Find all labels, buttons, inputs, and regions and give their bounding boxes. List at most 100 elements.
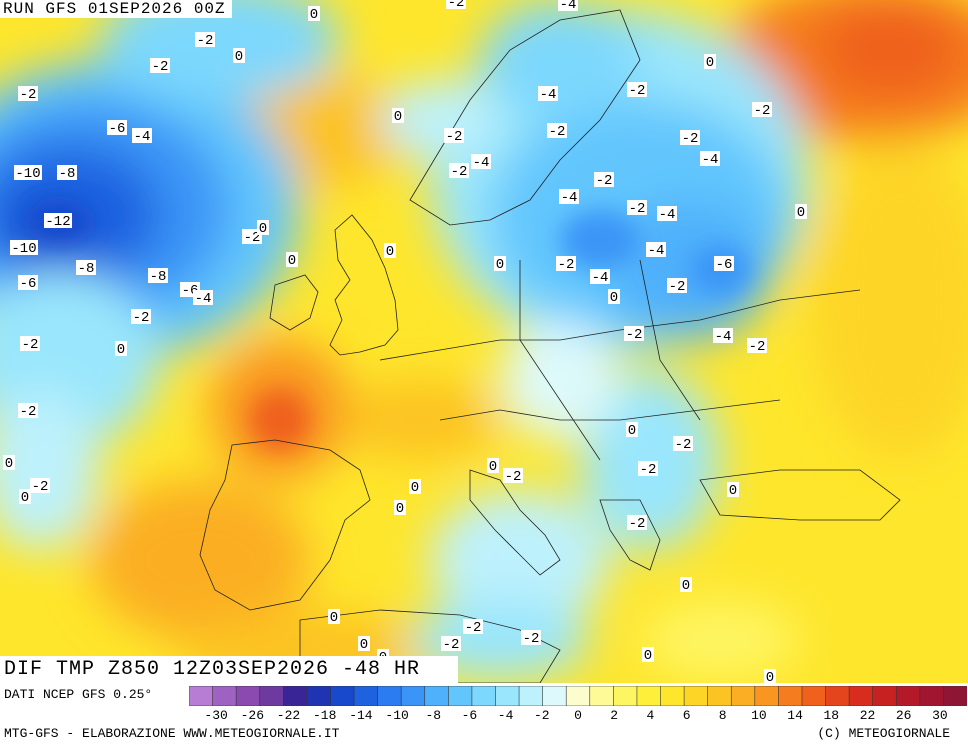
legend-swatch <box>801 686 827 706</box>
contour-label-box <box>700 151 720 166</box>
contour-label-box <box>627 515 647 530</box>
contour-label: 0 <box>411 480 419 496</box>
legend-swatch <box>778 686 803 706</box>
contour-label-box <box>19 489 31 504</box>
legend-swatch <box>259 686 285 706</box>
contour-label: 0 <box>706 55 714 71</box>
contour-label: -2 <box>523 631 540 647</box>
legend-swatch <box>306 686 332 706</box>
contour-label-box <box>409 479 421 494</box>
italy-outline <box>469 469 561 576</box>
contour-label-box <box>627 82 647 97</box>
contour-label: -8 <box>59 166 76 182</box>
contour-label: -4 <box>715 329 732 345</box>
contour-label-box <box>713 328 733 343</box>
contour-label: 0 <box>729 483 737 499</box>
legend-swatch <box>471 686 497 706</box>
contour-label-box <box>646 242 666 257</box>
contour-label-box <box>714 256 734 271</box>
contour-label: -2 <box>197 33 214 49</box>
contour-label-box <box>626 422 638 437</box>
contour-label: 0 <box>21 490 29 506</box>
legend-swatch <box>825 686 850 706</box>
contour-label-box <box>394 500 406 515</box>
contour-label-box <box>673 436 693 451</box>
legend-tick-label: 6 <box>682 708 691 723</box>
contour-label: 0 <box>117 342 125 358</box>
contour-label: -2 <box>640 462 657 478</box>
contour-label: -2 <box>669 279 686 295</box>
contour-label-box <box>594 172 614 187</box>
contour-label-box <box>115 341 127 356</box>
contour-label-box <box>764 669 776 683</box>
ireland-outline <box>269 274 319 331</box>
legend-tick-label: 30 <box>932 708 948 723</box>
contour-label-box <box>195 32 215 47</box>
contour-labels: 0-20-2-2-6 -4-10 -8-12-10-20-8 -8-6 -6-400-2… <box>3 0 807 683</box>
contour-label-box <box>18 86 38 101</box>
legend-swatch <box>683 686 709 706</box>
contour-label-box <box>547 123 567 138</box>
contour-label: -10 <box>15 166 40 182</box>
contour-label: 0 <box>766 670 774 683</box>
legend-swatch <box>565 686 591 706</box>
contour-label-box <box>449 163 469 178</box>
border-line-north <box>379 289 861 361</box>
legend-tick-label: -18 <box>312 708 337 723</box>
contour-label: -6 <box>716 257 733 273</box>
legend-tick-label: -10 <box>385 708 409 723</box>
contour-label-box <box>590 269 610 284</box>
legend-swatch <box>330 686 355 706</box>
legend-tick-label: -26 <box>240 708 264 723</box>
contour-label-box <box>657 206 677 221</box>
contour-label: 0 <box>394 109 402 125</box>
legend-swatch <box>542 686 568 706</box>
contour-label: -2 <box>629 201 646 217</box>
contour-label: -4 <box>560 0 577 13</box>
contour-label: -2 <box>244 230 261 246</box>
contour-label: 0 <box>310 7 318 23</box>
legend-swatch <box>613 686 638 706</box>
contour-label: -2 <box>152 59 169 75</box>
contour-label-box <box>494 256 506 271</box>
legend-swatch <box>518 686 544 706</box>
contour-label: 0 <box>682 578 690 594</box>
contour-label-box <box>727 482 739 497</box>
contour-label-box <box>76 260 96 275</box>
contour-label-box <box>384 243 396 258</box>
contour-label-box <box>680 577 692 592</box>
contour-label: -4 <box>592 270 609 286</box>
legend-tick-labels: -30 -26 -22 -18 -14 -10 -8 -6 -4 -2 0 2 4 6 8 10 14 18 22 2… <box>189 708 967 724</box>
contour-label: -2 <box>22 337 39 353</box>
border-line-central <box>519 260 601 461</box>
contour-label-box <box>150 58 170 73</box>
legend-swatch <box>707 686 733 706</box>
contour-label-box <box>642 647 654 662</box>
legend-swatch <box>730 686 756 706</box>
contour-label-box <box>521 630 541 645</box>
legend-swatch <box>872 686 898 706</box>
contour-label: -2 <box>448 0 465 11</box>
contour-label-box <box>463 619 483 634</box>
contour-label: 0 <box>360 637 368 653</box>
contour-label-box <box>148 268 168 283</box>
contour-label: 0 <box>288 253 296 269</box>
legend-swatch <box>848 686 874 706</box>
contour-label: -2 <box>629 516 646 532</box>
contour-label-box <box>308 6 320 21</box>
contour-label: -4 <box>702 152 719 168</box>
legend-swatch <box>189 686 214 706</box>
contour-label: -4 <box>540 87 557 103</box>
contour-label-box <box>193 290 213 305</box>
contour-label-box <box>558 0 578 11</box>
contour-label: -2 <box>20 87 37 103</box>
contour-label-box <box>30 478 50 493</box>
border-line-east <box>639 259 701 421</box>
legend-swatch <box>754 686 780 706</box>
legend-swatch <box>895 686 921 706</box>
contour-label: -2 <box>505 469 522 485</box>
contour-label: 0 <box>610 290 618 306</box>
contour-label-box <box>747 338 767 353</box>
legend-tick-label: 10 <box>751 708 767 723</box>
contour-label-box <box>752 102 772 117</box>
